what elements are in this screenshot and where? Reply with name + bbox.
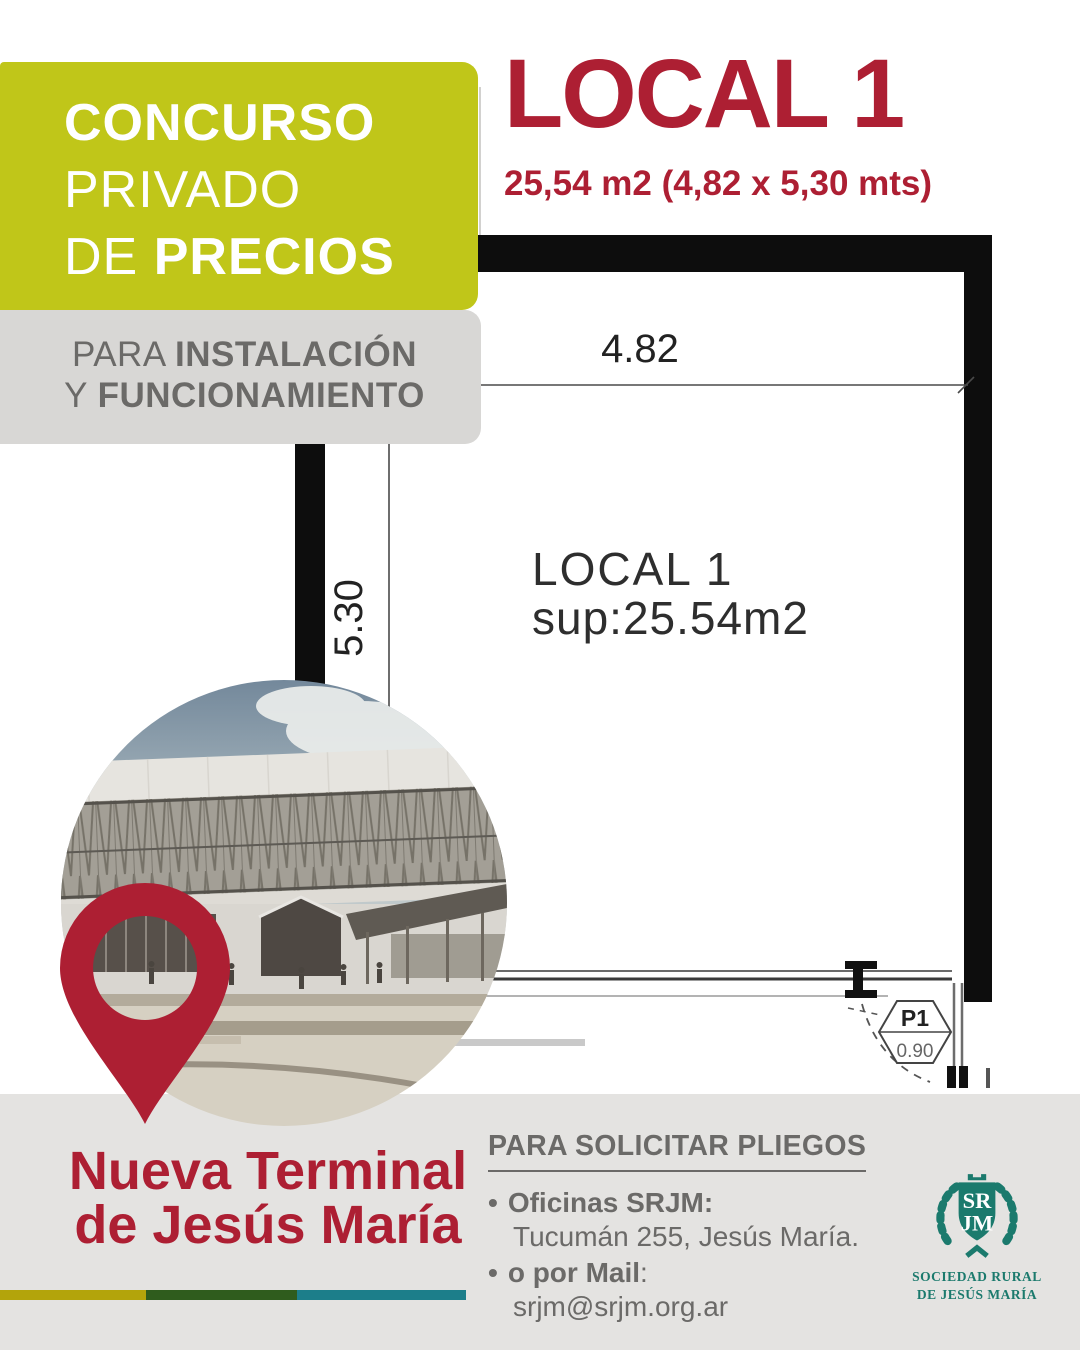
door: [845, 961, 990, 1088]
location-line2: de Jesús María: [74, 1195, 462, 1255]
contact-heading: PARA SOLICITAR PLIEGOS: [488, 1130, 867, 1172]
stripe-green: [146, 1290, 297, 1300]
room-area-label: sup:25.54m2: [532, 592, 809, 644]
contact-office-label: Oficinas SRJM:: [507, 1187, 714, 1218]
org-name-line2: DE JESÚS MARÍA: [916, 1287, 1038, 1302]
contact-mail-address: srjm@srjm.org.ar: [513, 1291, 729, 1322]
org-name-line1: SOCIEDAD RURAL: [912, 1269, 1042, 1284]
badge-line3: DE PRECIOS: [64, 224, 478, 291]
dim-height-label: 5.30: [327, 579, 371, 657]
contact-office-row: • Oficinas SRJM:: [488, 1186, 866, 1220]
door-code-label: P1: [901, 1005, 929, 1031]
location-title: Nueva Terminal de Jesús María: [8, 1144, 528, 1252]
tricolor-stripe: [0, 1290, 466, 1300]
contact-mail-label: o por Mail: [507, 1257, 641, 1288]
badge-line3-bold: PRECIOS: [153, 228, 395, 286]
monogram-top: SR: [963, 1188, 992, 1213]
badge-line3-light: DE: [64, 228, 139, 286]
dim-width-label: 4.82: [601, 327, 679, 371]
room-name-label: LOCAL 1: [532, 543, 734, 595]
location-line1: Nueva Terminal: [68, 1141, 468, 1201]
monogram-bottom: JM: [961, 1210, 993, 1235]
conditions-badge: PARA INSTALACIÓN Y FUNCIONAMIENTO: [0, 310, 481, 444]
contact-mail-row: • o por Mail:: [488, 1256, 866, 1290]
wreath-left: [936, 1182, 961, 1250]
stripe-yellow: [0, 1290, 146, 1300]
conditions-line2-bold: FUNCIONAMIENTO: [97, 376, 425, 415]
shield: [958, 1182, 996, 1241]
badge-line2: PRIVADO: [64, 161, 302, 219]
footer: Nueva Terminal de Jesús María PARA SOLIC…: [0, 1094, 1080, 1350]
page-subtitle: 25,54 m2 (4,82 x 5,30 mts): [504, 164, 933, 203]
conditions-line2-light: Y: [64, 376, 88, 415]
srjm-emblem: SR JM: [936, 1174, 1018, 1258]
door-swing-arc: [861, 1003, 931, 1083]
wall-top: [477, 235, 992, 272]
title-badge: CONCURSO PRIVADO DE PRECIOS: [0, 62, 478, 310]
wall-right: [964, 270, 992, 1002]
page-title: LOCAL 1: [504, 39, 905, 148]
contact-info: PARA SOLICITAR PLIEGOS • Oficinas SRJM: T…: [488, 1130, 867, 1324]
header: LOCAL 1 25,54 m2 (4,82 x 5,30 mts): [504, 40, 932, 204]
conditions-line1: PARA INSTALACIÓN: [14, 334, 475, 375]
contact-office-address: Tucumán 255, Jesús María.: [513, 1221, 860, 1252]
contact-mail-colon: :: [640, 1257, 648, 1288]
storefront-glazing: [442, 970, 952, 1046]
door-tag: P1 0.90: [877, 1000, 953, 1064]
map-pin-icon: [60, 883, 230, 1124]
terminal-building: [61, 884, 507, 994]
wreath-right: [993, 1182, 1018, 1250]
door-size-label: 0.90: [897, 1041, 934, 1062]
conditions-line1-bold: INSTALACIÓN: [174, 335, 418, 374]
badge-line1: CONCURSO: [64, 94, 376, 152]
srjm-logo: SR JM SOCIEDAD RURAL DE JESÚS MARÍA: [898, 1166, 1056, 1303]
stripe-teal: [297, 1290, 466, 1300]
conditions-line2: Y FUNCIONAMIENTO: [14, 375, 475, 416]
wall-left: [295, 424, 325, 702]
bullet-icon: •: [488, 1257, 498, 1288]
bullet-icon: •: [488, 1187, 498, 1218]
people: [148, 961, 383, 989]
conditions-line1-light: PARA: [71, 335, 165, 374]
shield-crest: [967, 1174, 987, 1181]
wreath-base-chevron: [965, 1244, 989, 1258]
